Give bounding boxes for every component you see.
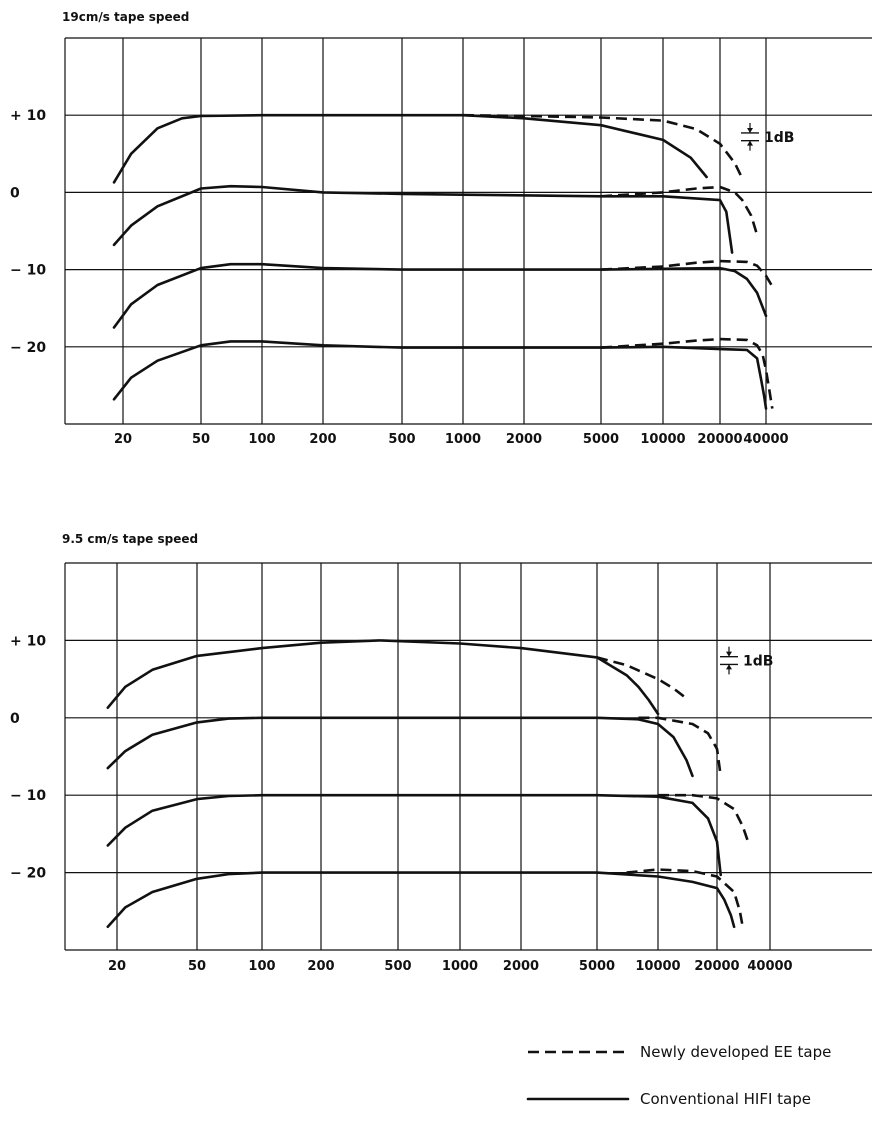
x-tick-label: 5000 — [579, 959, 615, 974]
y-tick-label: − 10 — [10, 788, 46, 804]
x-tick-label: 10000 — [635, 959, 680, 974]
chart-title: 9.5 cm/s tape speed — [62, 532, 198, 546]
legend: Newly developed EE tape Conventional HIFI… — [526, 1043, 831, 1108]
y-tick-label: + 10 — [10, 108, 46, 124]
x-tick-label: 20000 — [694, 959, 739, 974]
hifi-tape-curve-6 — [112, 340, 768, 410]
hifi-tape-curve-6 — [106, 871, 736, 929]
x-tick-label: 50 — [188, 959, 206, 974]
x-tick-label: 5000 — [583, 432, 619, 447]
x-tick-label: 100 — [248, 432, 275, 447]
ee-tape-curve-7 — [626, 868, 744, 928]
x-tick-label: 2000 — [506, 432, 542, 447]
ee-tape-curve-1 — [462, 113, 744, 180]
legend-label: Newly developed EE tape — [640, 1043, 831, 1061]
y-tick-label: + 10 — [10, 633, 46, 649]
y-tick-label: 0 — [10, 711, 20, 727]
scale-marker-label: 1dB — [743, 654, 773, 670]
scale-marker-label: 1dB — [764, 130, 794, 146]
x-tick-label: 500 — [384, 959, 411, 974]
x-tick-label: 1000 — [445, 432, 481, 447]
x-tick-label: 200 — [307, 959, 334, 974]
scale-marker-1db: 1dB — [720, 646, 773, 675]
x-tick-label: 10000 — [640, 432, 685, 447]
hifi-tape-curve-2 — [112, 184, 734, 254]
x-tick-label: 500 — [388, 432, 415, 447]
scale-marker-1db: 1dB — [741, 122, 794, 151]
ee-tape-curve-3 — [600, 185, 759, 236]
ee-tape-curve-5 — [600, 259, 775, 290]
ee-tape-curve-5 — [658, 793, 750, 843]
chart-title: 19cm/s tape speed — [62, 10, 189, 24]
ee-tape-curve-7 — [600, 337, 774, 409]
hifi-tape-curve-4 — [106, 793, 722, 877]
ee-tape-curve-1 — [596, 656, 688, 700]
y-tick-label: − 20 — [10, 340, 46, 356]
x-tick-label: 20 — [108, 959, 126, 974]
legend-item-solid: Conventional HIFI tape — [526, 1090, 811, 1108]
y-tick-label: − 10 — [10, 263, 46, 279]
x-tick-label: 40000 — [747, 959, 792, 974]
hifi-tape-curve-2 — [106, 716, 694, 778]
x-tick-label: 200 — [309, 432, 336, 447]
x-tick-label: 20 — [114, 432, 132, 447]
hifi-tape-curve-4 — [112, 262, 768, 329]
x-tick-label: 20000 — [697, 432, 742, 447]
ee-tape-curve-3 — [638, 716, 722, 777]
chart-panel-19cm: 19cm/s tape speed 20 50 100 200 500 1000 2000 50… — [10, 10, 872, 447]
x-tick-label: 40000 — [743, 432, 788, 447]
x-tick-label: 100 — [248, 959, 275, 974]
hifi-tape-curve-0 — [106, 639, 660, 716]
x-tick-label: 1000 — [442, 959, 478, 974]
legend-label: Conventional HIFI tape — [640, 1090, 811, 1108]
legend-item-dashed: Newly developed EE tape — [528, 1043, 831, 1061]
y-tick-label: − 20 — [10, 866, 46, 882]
chart-panel-9-5cm: 9.5 cm/s tape speed 20 50 100 200 500 1000 2000… — [10, 532, 872, 974]
x-tick-label: 50 — [192, 432, 210, 447]
y-tick-label: 0 — [10, 185, 20, 201]
hifi-tape-curve-0 — [112, 113, 708, 184]
x-tick-label: 2000 — [503, 959, 539, 974]
